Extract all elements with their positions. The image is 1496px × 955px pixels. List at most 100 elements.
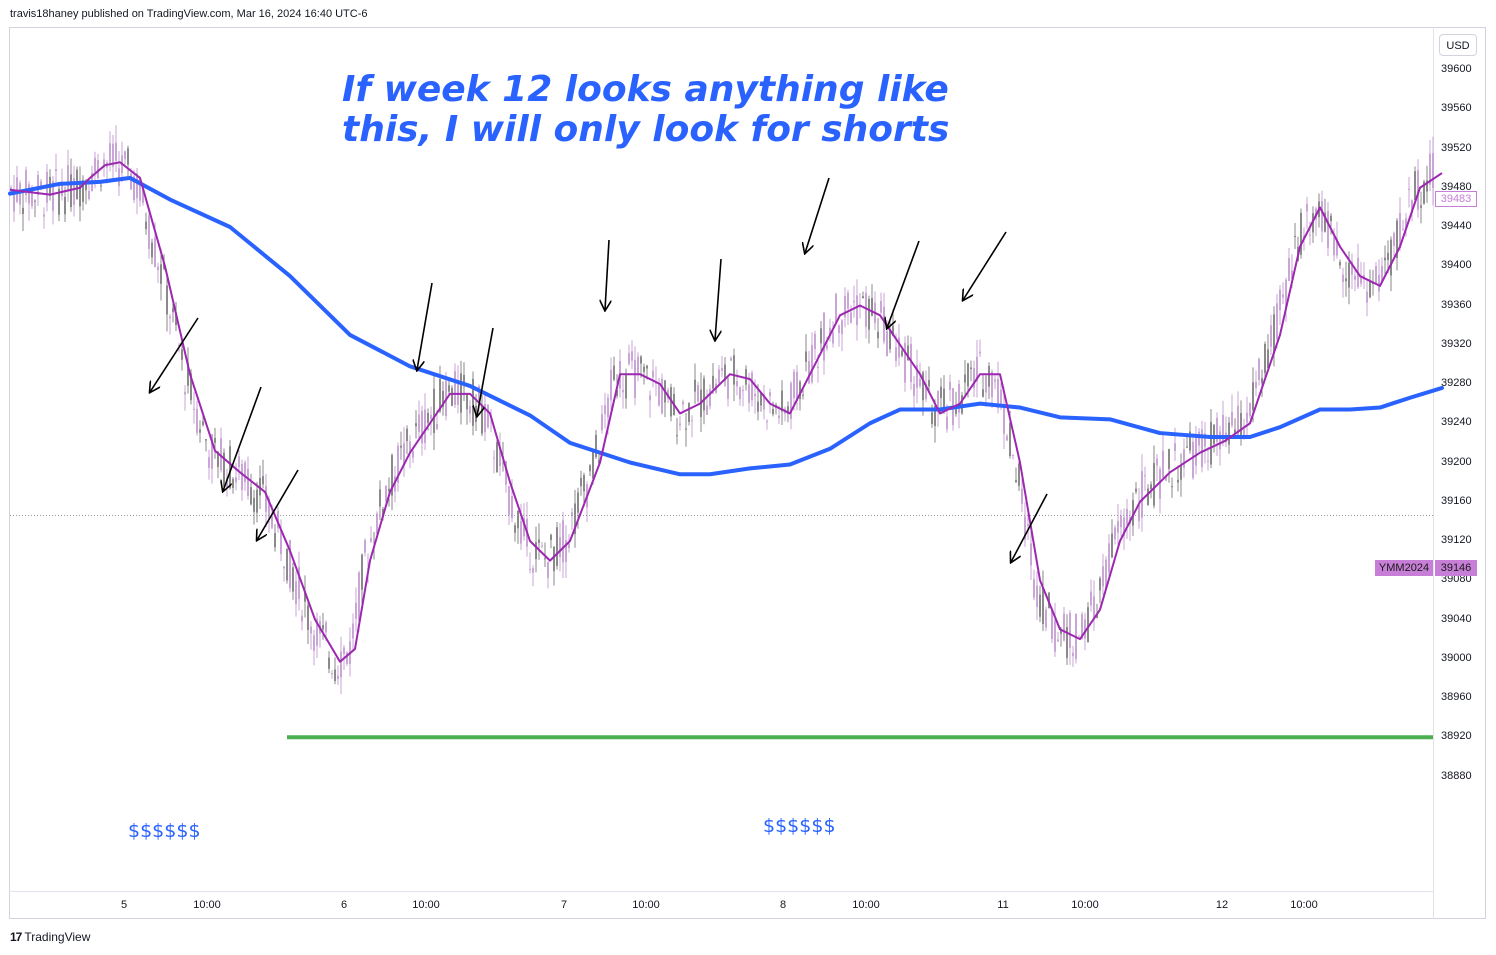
- candle-body: [118, 168, 120, 187]
- candle-body: [577, 492, 579, 513]
- candle-body: [133, 176, 135, 200]
- candle-body: [973, 368, 975, 389]
- candle-body: [925, 384, 927, 400]
- candle-body: [511, 496, 513, 519]
- candle-body: [229, 446, 231, 489]
- candle-body: [22, 207, 24, 214]
- candle-body: [379, 489, 381, 507]
- candle-body: [583, 475, 585, 492]
- candle-body: [523, 518, 525, 537]
- candle-body: [658, 382, 660, 406]
- candle-body: [796, 371, 798, 401]
- candle-body: [1144, 475, 1146, 477]
- candle-body: [640, 356, 642, 364]
- candle-body: [1411, 200, 1413, 213]
- candle-body: [1216, 417, 1218, 442]
- candle-body: [733, 355, 735, 385]
- candle-body: [1366, 291, 1368, 303]
- candle-body: [889, 328, 891, 350]
- candle-body: [793, 371, 795, 399]
- time-tick-label: 10:00: [1071, 899, 1099, 911]
- candle-body: [343, 647, 345, 654]
- brand-name: TradingView: [24, 930, 91, 944]
- candle-body: [1402, 229, 1404, 231]
- dollar-label: $$$$$$: [128, 820, 201, 842]
- candle-body: [709, 389, 711, 407]
- chart-frame[interactable]: [9, 27, 1486, 919]
- candle-body: [166, 285, 168, 315]
- candle-body: [79, 181, 81, 207]
- candle-body: [1036, 585, 1038, 607]
- candle-body: [958, 383, 960, 413]
- candle-body: [124, 151, 126, 160]
- candle-body: [1156, 458, 1158, 466]
- candle-body: [940, 386, 942, 399]
- candle-body: [283, 566, 285, 569]
- candle-body: [838, 325, 840, 334]
- candle-body: [928, 380, 930, 387]
- candle-body: [412, 451, 414, 458]
- candle-body: [58, 188, 60, 215]
- candle-body: [634, 359, 636, 398]
- candle-body: [37, 174, 39, 196]
- candle-body: [1126, 508, 1128, 525]
- candle-body: [883, 306, 885, 342]
- candle-body: [241, 464, 243, 491]
- candle-body: [325, 622, 327, 633]
- candle-body: [409, 441, 411, 453]
- candle-body: [1195, 435, 1197, 466]
- candle-body: [622, 389, 624, 393]
- candle-body: [40, 181, 42, 187]
- candle-body: [571, 512, 573, 517]
- candle-body: [1405, 218, 1407, 228]
- candle-body: [1090, 591, 1092, 606]
- candle-body: [1045, 609, 1047, 628]
- candle-body: [1324, 212, 1326, 232]
- candle-body: [1327, 211, 1329, 249]
- candle-body: [907, 345, 909, 361]
- candle-body: [601, 414, 603, 431]
- candle-body: [730, 358, 732, 361]
- candle-body: [970, 367, 972, 370]
- candle-body: [1192, 441, 1194, 478]
- candle-body: [967, 363, 969, 387]
- candle-body: [931, 412, 933, 424]
- candle-body: [814, 333, 816, 350]
- arrow-annotation: [257, 469, 299, 540]
- candle-body: [370, 538, 372, 542]
- candle-body: [424, 409, 426, 443]
- candle-body: [13, 190, 15, 212]
- candle-body: [364, 540, 366, 553]
- candle-body: [835, 293, 837, 323]
- candle-body: [1399, 212, 1401, 249]
- candle-body: [865, 292, 867, 327]
- candle-body: [514, 525, 516, 533]
- candle-body: [829, 327, 831, 337]
- candle-body: [352, 623, 354, 639]
- candle-body: [139, 179, 141, 201]
- candle-body: [1378, 275, 1380, 292]
- candle-body: [1201, 429, 1203, 468]
- candle-body: [1222, 414, 1224, 443]
- candle-body: [982, 389, 984, 397]
- candle-body: [790, 383, 792, 419]
- candle-body: [223, 452, 225, 487]
- candle-body: [1342, 274, 1344, 282]
- candle-body: [820, 328, 822, 344]
- candle-body: [1168, 448, 1170, 469]
- candle-body: [721, 367, 723, 371]
- candle-body: [439, 379, 441, 412]
- candle-body: [130, 173, 132, 190]
- candle-body: [913, 383, 915, 396]
- candle-body: [253, 497, 255, 512]
- candle-body: [31, 190, 33, 207]
- candle-body: [421, 410, 423, 444]
- currency-label[interactable]: USD: [1439, 34, 1477, 56]
- candle-body: [802, 394, 804, 396]
- candle-body: [1147, 488, 1149, 505]
- current-price-badge: 39146: [1435, 560, 1477, 576]
- candle-body: [238, 456, 240, 468]
- candle-body: [1141, 471, 1143, 518]
- candle-body: [568, 543, 570, 549]
